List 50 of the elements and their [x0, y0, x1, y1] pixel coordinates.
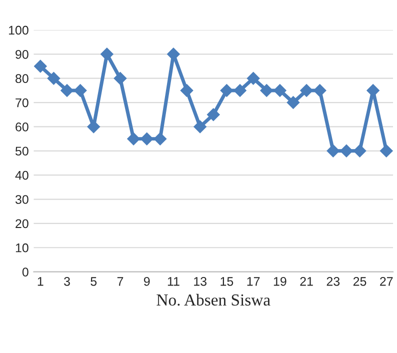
x-tick-label: 11 — [168, 277, 180, 286]
x-tick-label: 27 — [380, 277, 393, 286]
y-tick-label: 40 — [15, 170, 28, 180]
x-tick-label: 25 — [353, 277, 366, 286]
x-tick-label: 9 — [144, 277, 150, 286]
point — [127, 132, 140, 146]
y-tick-label: 60 — [16, 122, 28, 132]
x-tick-label: 17 — [247, 277, 260, 286]
x-tick-label: 13 — [194, 277, 206, 286]
y-tick-label: 80 — [16, 74, 28, 84]
point — [180, 84, 194, 97]
y-tick-label: 0 — [22, 268, 28, 276]
y-tick-label: 70 — [16, 98, 28, 108]
point — [286, 96, 300, 109]
point — [246, 72, 260, 85]
point — [234, 84, 246, 97]
x-tick-label: 3 — [64, 277, 70, 286]
point — [300, 84, 313, 97]
point — [380, 144, 393, 158]
point — [47, 72, 60, 85]
y-tick-label: 10 — [16, 243, 28, 252]
point — [154, 132, 167, 146]
point — [340, 144, 353, 158]
y-tick-label: 100 — [8, 26, 28, 35]
y-tick-label: 90 — [16, 50, 28, 59]
y-tick-label: 30 — [15, 195, 28, 204]
point — [220, 84, 234, 97]
point — [100, 48, 114, 61]
y-tick-label: 50 — [15, 146, 28, 156]
point — [260, 84, 274, 97]
x-tick-label: 21 — [300, 277, 313, 286]
x-tick-label: 23 — [326, 277, 340, 286]
x-axis-title: No. Absen Siswa — [156, 294, 270, 306]
x-tick-label: 5 — [90, 277, 97, 286]
point — [74, 84, 87, 97]
x-tick-label: 1 — [38, 277, 44, 286]
point — [326, 144, 340, 158]
point — [140, 132, 154, 146]
point — [60, 84, 74, 97]
x-tick-label: 7 — [117, 277, 124, 286]
point — [194, 120, 206, 134]
point — [34, 60, 47, 73]
point — [353, 144, 366, 158]
point — [114, 72, 127, 85]
point — [274, 84, 286, 97]
x-tick-label: 15 — [220, 277, 234, 286]
x-tick-label: 19 — [274, 277, 286, 286]
point — [313, 84, 326, 97]
y-tick-label: 20 — [16, 219, 28, 228]
point — [206, 108, 220, 122]
